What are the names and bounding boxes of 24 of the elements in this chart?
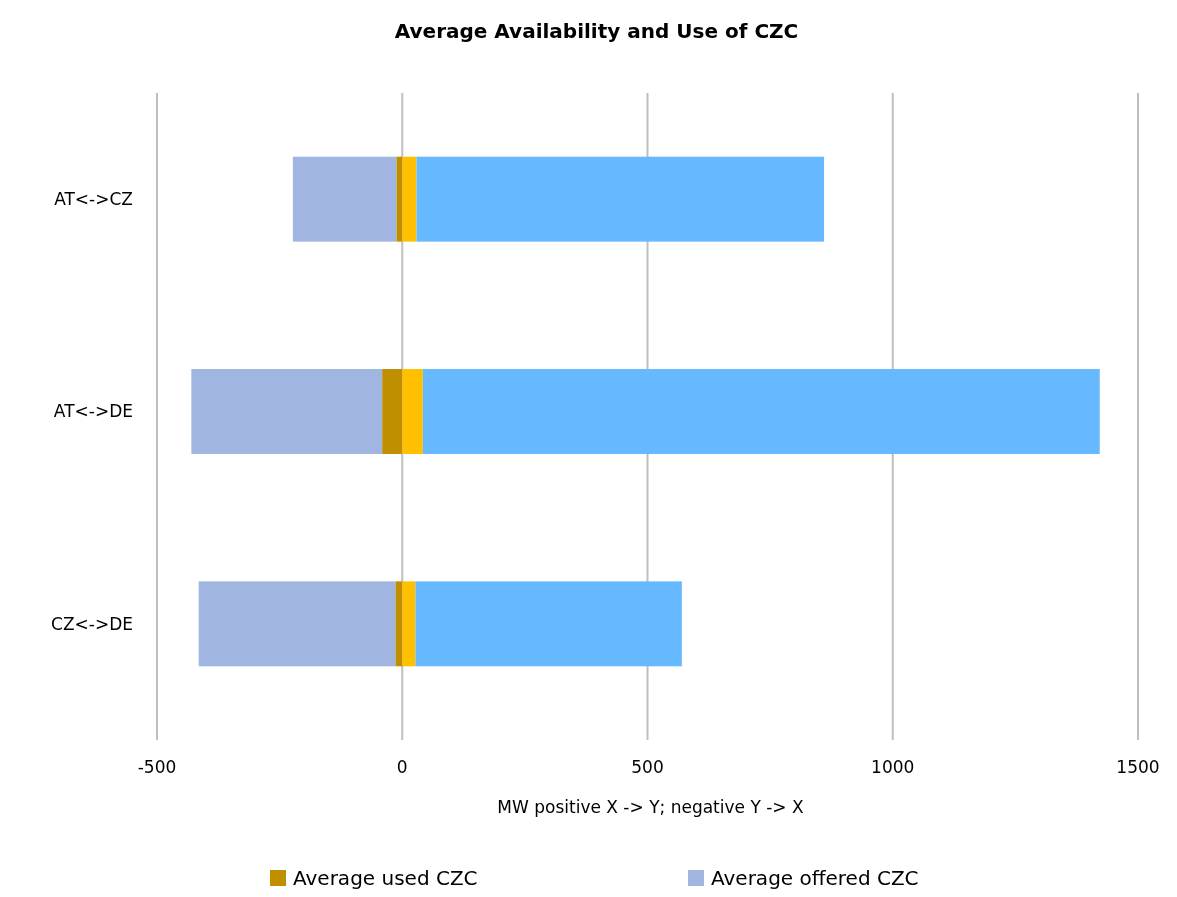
- bar: [396, 156, 403, 242]
- bar: [395, 581, 403, 667]
- legend-label: Average used CZC: [293, 866, 478, 890]
- legend-label: Average offered CZC: [711, 866, 919, 890]
- x-tick-label: 1500: [1116, 757, 1160, 777]
- bar: [292, 156, 397, 242]
- y-tick-label: AT<->DE: [53, 401, 133, 422]
- bar: [191, 369, 383, 454]
- bar: [422, 369, 1100, 454]
- y-tick-label: CZ<->DE: [51, 613, 133, 634]
- bar: [416, 156, 825, 242]
- x-tick-label: 500: [631, 757, 664, 777]
- bar: [402, 581, 416, 667]
- bar: [198, 581, 396, 667]
- y-tick-label: AT<->CZ: [54, 189, 133, 210]
- bar: [402, 369, 423, 454]
- x-tick-label: 1000: [871, 757, 915, 777]
- bar: [415, 581, 682, 667]
- x-tick-label: -500: [137, 757, 177, 777]
- x-axis-title: MW positive X -> Y; negative Y -> X: [497, 797, 804, 817]
- bar: [382, 369, 403, 454]
- bar: [402, 156, 417, 242]
- x-tick-label: 0: [396, 757, 408, 777]
- chart-title: Average Availability and Use of CZC: [394, 19, 799, 43]
